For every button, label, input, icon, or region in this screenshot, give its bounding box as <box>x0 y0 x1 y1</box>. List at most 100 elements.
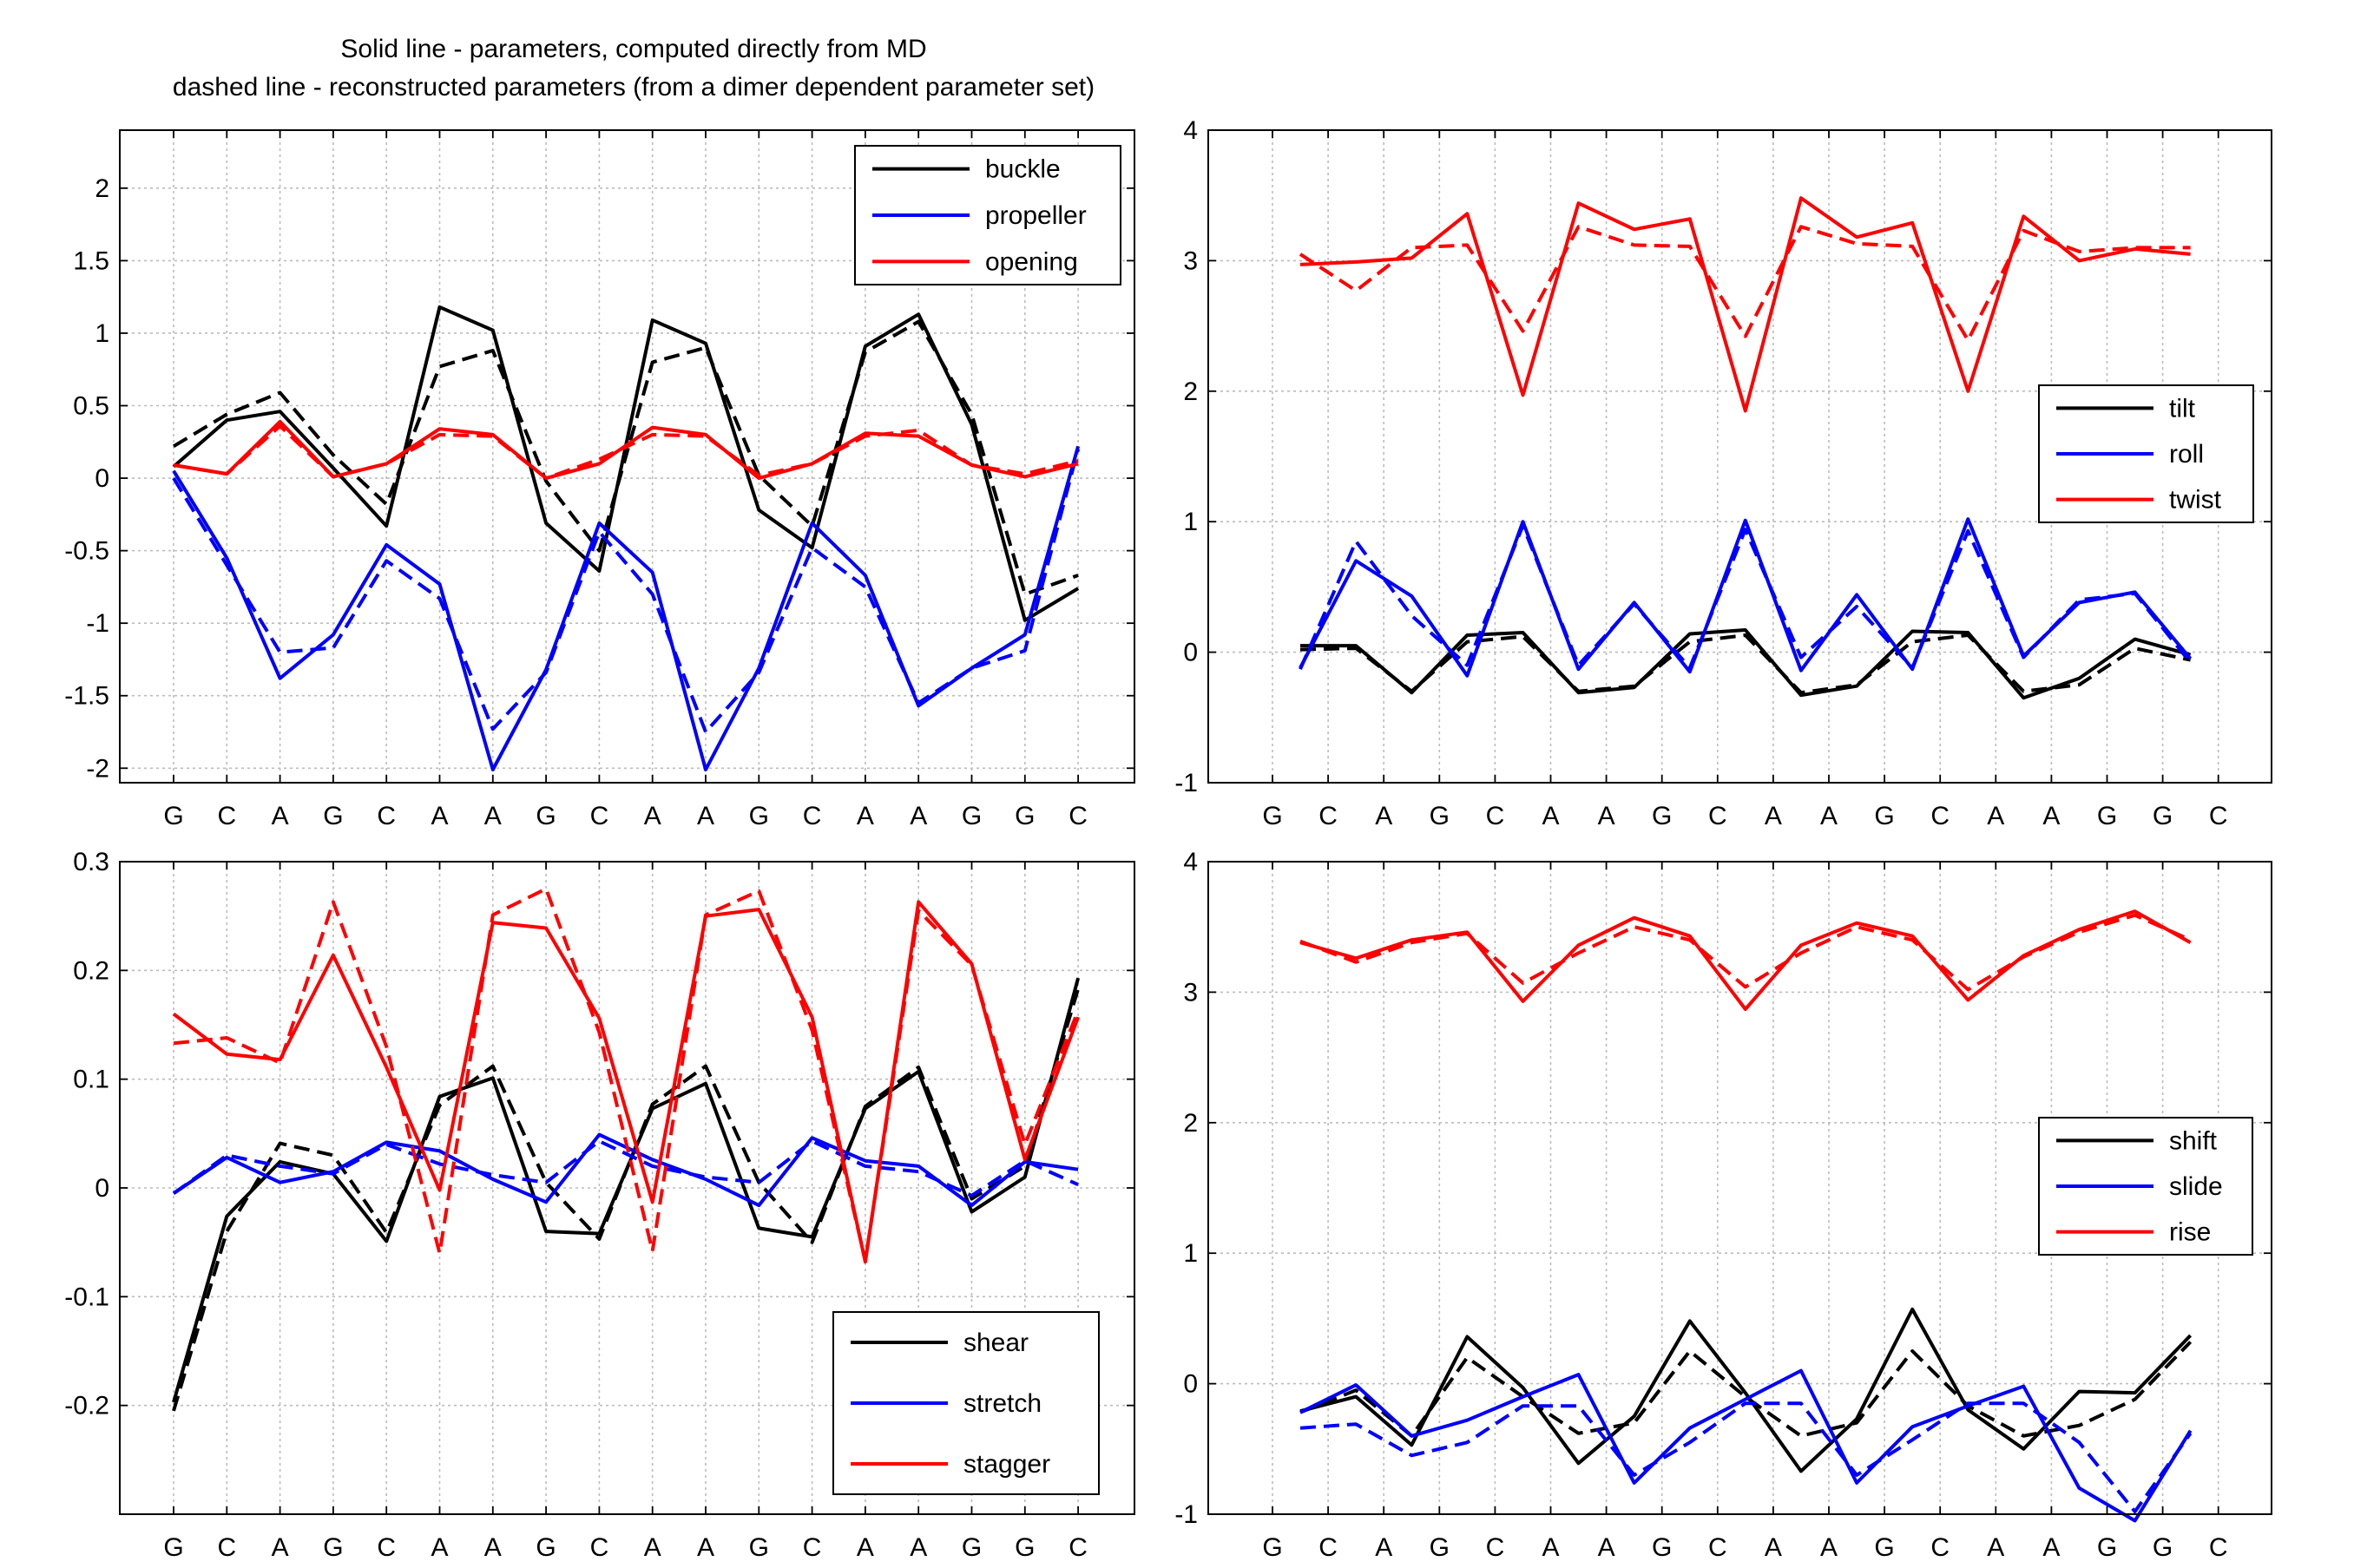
x-tick-label: G <box>536 802 556 830</box>
legend-label-buckle: buckle <box>985 155 1061 184</box>
legend-label-roll: roll <box>2169 440 2204 469</box>
legend-label-stretch: stretch <box>963 1389 1042 1418</box>
series-line-twist-solid <box>1299 196 2191 413</box>
series-line-twist-dashed <box>1299 225 2191 343</box>
x-tick-label: A <box>1598 1533 1615 1562</box>
x-tick-label: C <box>803 1533 822 1562</box>
y-tick-label: -1 <box>1174 769 1198 797</box>
figure-title-line1: Solid line - parameters, computed direct… <box>340 35 927 63</box>
y-tick-label: 0 <box>1183 1370 1198 1399</box>
y-tick-label: 2 <box>1183 377 1198 406</box>
x-tick-label: A <box>431 1533 448 1562</box>
x-tick-label: G <box>1015 802 1035 830</box>
x-tick-label: A <box>1542 802 1559 830</box>
x-tick-label: G <box>1015 1533 1035 1562</box>
y-tick-label: 1.5 <box>73 246 109 275</box>
series-line-stagger-dashed <box>173 887 1080 1263</box>
axes-box <box>1207 129 2272 784</box>
y-tick-label: 0 <box>95 464 109 493</box>
x-tick-label: G <box>163 802 183 830</box>
series-line-slide-solid <box>1299 1368 2193 1523</box>
x-tick-label: A <box>2042 1533 2060 1562</box>
x-tick-label: A <box>644 802 661 830</box>
series-line-propeller-dashed <box>172 449 1081 734</box>
x-tick-label: A <box>1765 802 1782 830</box>
legend: tilt roll twist <box>2038 384 2254 523</box>
x-tick-label: C <box>590 802 609 830</box>
legend: shear stretch stagger <box>832 1311 1100 1495</box>
x-tick-label: A <box>1765 1533 1782 1562</box>
y-tick-label: 0 <box>95 1174 109 1203</box>
y-tick-label: -0.1 <box>64 1283 109 1311</box>
series-line-stretch-dashed <box>172 1139 1079 1197</box>
chart-step-rotations: G C A G C A A G C A A G C A A G G C -1 0 1 2 3 4 tilt roll twist <box>1174 116 2272 830</box>
legend-label-stagger: stagger <box>963 1450 1050 1479</box>
x-tick-label: G <box>962 1533 982 1562</box>
legend-label-twist: twist <box>2169 486 2222 515</box>
y-tick-label: -2 <box>86 754 109 783</box>
x-tick-label: G <box>1430 802 1450 830</box>
x-tick-label: C <box>590 1533 609 1562</box>
x-tick-label: A <box>1987 1533 2004 1562</box>
legend-label-shear: shear <box>963 1329 1029 1357</box>
y-tick-label: 1 <box>1183 508 1198 536</box>
chart-pair-translations: G C A G C A A G C A A G C A A G G C -0.2 -0.1 0 0.1 0.2 0.3 shea… <box>64 848 1135 1562</box>
legend-label-tilt: tilt <box>2169 394 2196 423</box>
series-line-propeller-solid <box>172 445 1081 771</box>
figure-title-line2: dashed line - reconstructed parameters (… <box>172 73 1095 102</box>
x-tick-label: C <box>1486 802 1505 830</box>
x-tick-label: A <box>910 1533 927 1562</box>
series-line-slide-dashed <box>1299 1401 2193 1513</box>
y-tick-label: -1.5 <box>64 682 109 711</box>
x-tick-label: C <box>377 1533 396 1562</box>
chart-pair-rotations: G C A G C A A G C A A G C A A G G C -2 -1.5 -1 -0.5 0 0.5 1 1.5 2 b… <box>64 129 1135 830</box>
y-tick-label: 0.5 <box>73 392 109 421</box>
x-tick-label: C <box>217 1533 236 1562</box>
series-line-shear-dashed <box>172 988 1081 1412</box>
x-tick-label: A <box>644 1533 661 1562</box>
series-line-tilt-solid <box>1300 628 2192 700</box>
x-tick-label: C <box>1318 1533 1338 1562</box>
x-tick-label: A <box>1542 1533 1559 1562</box>
x-tick-label: A <box>857 1533 874 1562</box>
x-tick-label: G <box>1430 1533 1450 1562</box>
series-line-opening-dashed <box>173 423 1079 481</box>
x-tick-label: G <box>1874 1533 1894 1562</box>
y-tick-label: 3 <box>1183 978 1198 1007</box>
x-tick-label: G <box>536 1533 556 1562</box>
series-line-stagger-solid <box>172 900 1080 1264</box>
y-tick-label: 1 <box>1183 1239 1198 1268</box>
y-tick-label: 1 <box>95 319 109 348</box>
x-tick-label: A <box>697 802 714 830</box>
x-tick-label: C <box>1486 1533 1505 1562</box>
x-tick-label: G <box>2153 802 2173 830</box>
x-tick-label: A <box>697 1533 714 1562</box>
x-tick-label: A <box>272 802 289 830</box>
x-tick-label: C <box>1069 1533 1088 1562</box>
series-line-buckle-dashed <box>172 319 1079 596</box>
legend-label-shift: shift <box>2169 1126 2218 1155</box>
legend: shift slide rise <box>2038 1117 2253 1256</box>
y-tick-label: -0.5 <box>64 537 109 566</box>
y-tick-label: 4 <box>1183 848 1198 876</box>
x-tick-label: C <box>803 802 822 830</box>
axes-box <box>1207 861 2272 1515</box>
x-tick-label: G <box>323 802 343 830</box>
legend-label-rise: rise <box>2169 1218 2211 1247</box>
x-tick-label: A <box>1820 802 1838 830</box>
x-tick-label: G <box>2097 802 2117 830</box>
x-tick-label: A <box>910 802 927 830</box>
x-tick-label: A <box>1987 802 2004 830</box>
x-tick-label: A <box>2042 802 2060 830</box>
x-tick-label: G <box>2153 1533 2173 1562</box>
x-tick-label: G <box>1652 1533 1672 1562</box>
x-tick-label: A <box>431 802 448 830</box>
x-tick-label: A <box>1820 1533 1838 1562</box>
x-tick-label: A <box>484 802 502 830</box>
x-tick-label: A <box>484 1533 502 1562</box>
x-tick-label: A <box>857 802 874 830</box>
x-tick-label: G <box>2097 1533 2117 1562</box>
x-tick-label: G <box>323 1533 343 1562</box>
series-line-rise-dashed <box>1299 913 2192 992</box>
